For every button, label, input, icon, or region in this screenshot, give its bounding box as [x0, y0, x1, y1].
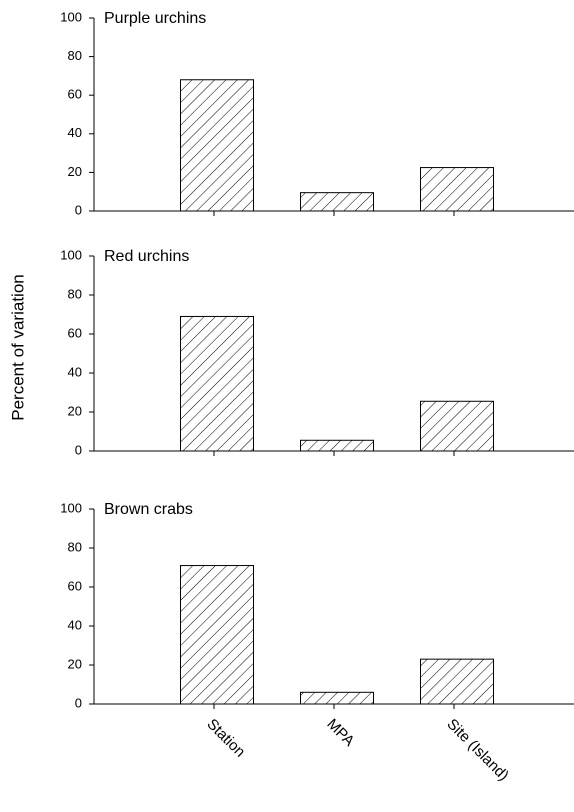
bar — [180, 565, 254, 705]
panel-title: Red urchins — [104, 248, 189, 265]
panel-title: Purple urchins — [104, 10, 206, 27]
y-tick-label: 0 — [75, 442, 82, 457]
x-tick-label: MPA — [323, 716, 357, 750]
y-axis-label: Percent of variation — [8, 274, 27, 420]
bar — [180, 315, 254, 452]
y-tick-label: 80 — [68, 539, 82, 554]
bar — [420, 658, 494, 705]
x-tick-label: Site (Island) — [443, 716, 512, 785]
y-tick-label: 0 — [75, 695, 82, 710]
y-tick-label: 20 — [68, 656, 82, 671]
y-tick-label: 60 — [68, 325, 82, 340]
y-tick-label: 60 — [68, 578, 82, 593]
y-tick-label: 100 — [60, 9, 82, 24]
bar — [300, 691, 374, 705]
y-tick-label: 40 — [68, 125, 82, 140]
x-tick-label: Station — [203, 716, 248, 761]
panel-title: Brown crabs — [104, 501, 193, 518]
y-tick-label: 20 — [68, 164, 82, 179]
y-tick-label: 80 — [68, 286, 82, 301]
bar — [180, 79, 254, 212]
y-tick-label: 20 — [68, 403, 82, 418]
y-tick-label: 100 — [60, 247, 82, 262]
bar — [300, 439, 374, 452]
bar — [420, 400, 494, 452]
y-tick-label: 0 — [75, 202, 82, 217]
bar — [420, 167, 494, 212]
y-tick-label: 100 — [60, 500, 82, 515]
y-tick-label: 60 — [68, 87, 82, 102]
y-tick-label: 40 — [68, 617, 82, 632]
y-tick-label: 80 — [68, 48, 82, 63]
y-tick-label: 40 — [68, 364, 82, 379]
bar — [300, 192, 374, 212]
